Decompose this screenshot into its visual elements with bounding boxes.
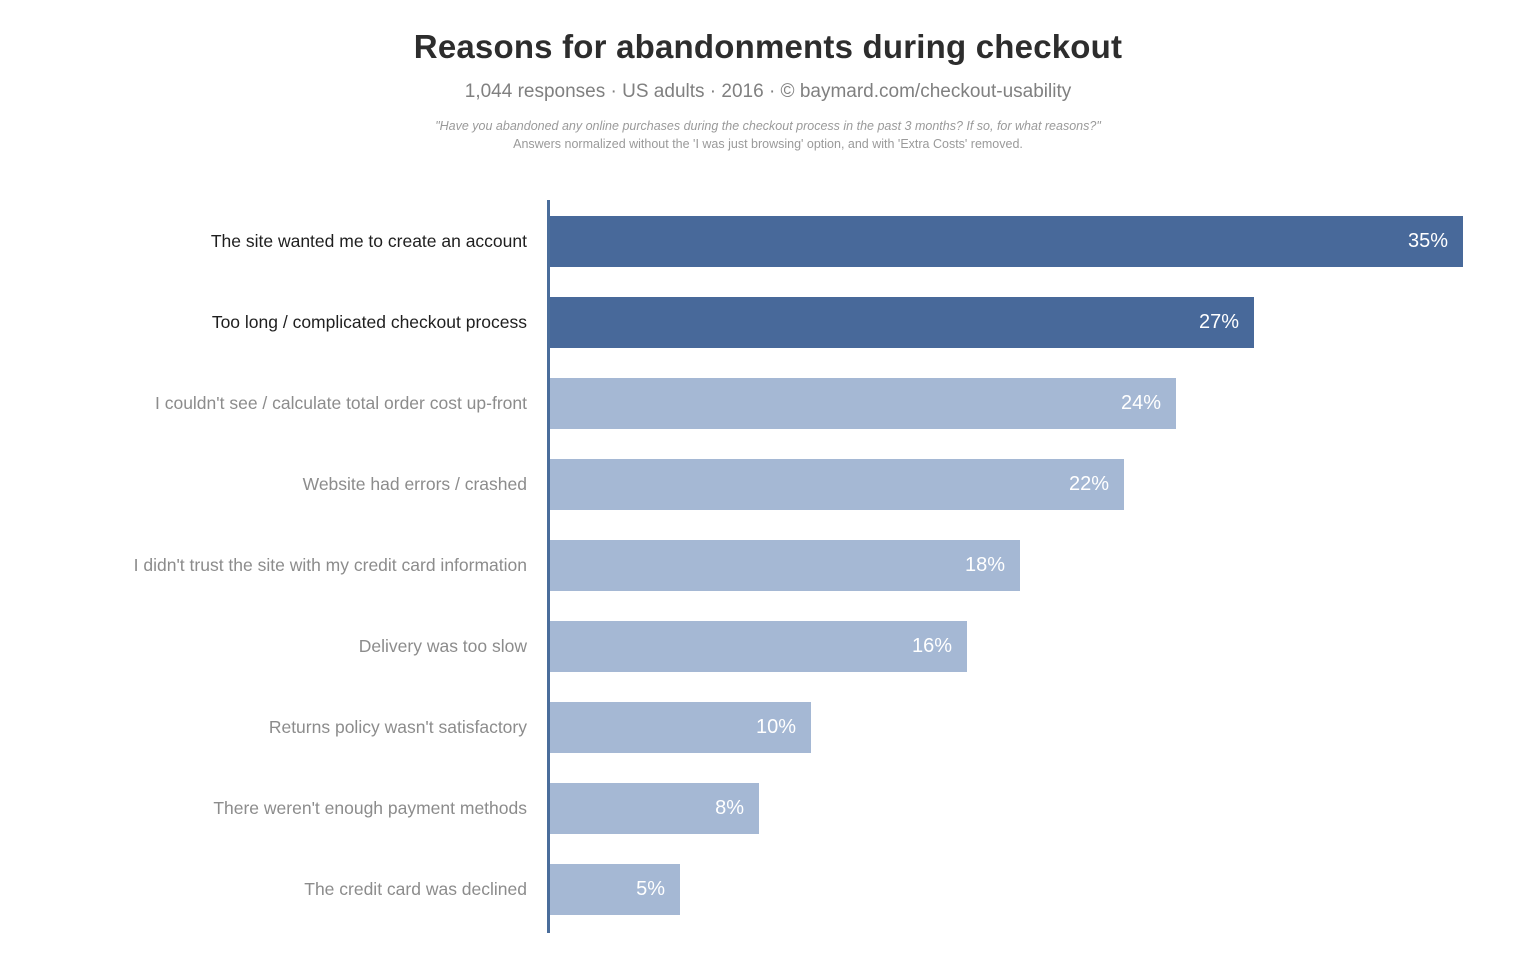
category-label: Too long / complicated checkout process: [211, 312, 527, 332]
category-label: Returns policy wasn't satisfactory: [268, 717, 527, 737]
bar: 5%: [550, 864, 680, 915]
chart-row: I didn't trust the site with my credit c…: [0, 540, 1536, 591]
category-label: Website had errors / crashed: [302, 474, 527, 494]
chart-rows: The site wanted me to create an account 3…: [0, 216, 1536, 915]
value-label: 8%: [715, 797, 744, 819]
chart-row: The site wanted me to create an account 3…: [0, 216, 1536, 267]
value-label: 10%: [755, 716, 796, 738]
chart-row: Delivery was too slow 16%: [0, 621, 1536, 672]
value-label: 35%: [1407, 230, 1448, 252]
chart-area: The site wanted me to create an account 3…: [0, 200, 1536, 933]
chart-row: The credit card was declined 5%: [0, 864, 1536, 915]
y-axis-line: [547, 200, 550, 933]
bar: 10%: [550, 702, 811, 753]
chart-row: There weren't enough payment methods 8%: [0, 783, 1536, 834]
footnote-note: Answers normalized without the 'I was ju…: [513, 137, 1023, 151]
chart-row: I couldn't see / calculate total order c…: [0, 378, 1536, 429]
chart-row: Website had errors / crashed 22%: [0, 459, 1536, 510]
bar: 24%: [550, 378, 1176, 429]
value-label: 22%: [1068, 473, 1109, 495]
chart-row: Too long / complicated checkout process 2…: [0, 297, 1536, 348]
value-label: 16%: [911, 635, 952, 657]
value-label: 5%: [636, 878, 665, 900]
chart-row: Returns policy wasn't satisfactory 10%: [0, 702, 1536, 753]
bar: 35%: [550, 216, 1463, 267]
category-label: I didn't trust the site with my credit c…: [133, 555, 527, 575]
category-label: Delivery was too slow: [358, 636, 527, 656]
chart-subtitle: 1,044 responses · US adults · 2016 · © b…: [464, 81, 1072, 102]
chart-footnote: "Have you abandoned any online purchases…: [0, 117, 1536, 153]
bar: 8%: [550, 783, 759, 834]
chart-title: Reasons for abandonments during checkout: [413, 28, 1123, 65]
category-label: The site wanted me to create an account: [210, 231, 527, 251]
value-label: 27%: [1198, 311, 1239, 333]
category-label: There weren't enough payment methods: [213, 798, 527, 818]
value-label: 18%: [964, 554, 1005, 576]
value-label: 24%: [1120, 392, 1161, 414]
bar: 16%: [550, 621, 967, 672]
bar: 18%: [550, 540, 1020, 591]
bar: 22%: [550, 459, 1124, 510]
bar: 27%: [550, 297, 1254, 348]
category-label: The credit card was declined: [304, 879, 527, 899]
category-label: I couldn't see / calculate total order c…: [154, 393, 527, 413]
footnote-question: "Have you abandoned any online purchases…: [435, 119, 1101, 133]
